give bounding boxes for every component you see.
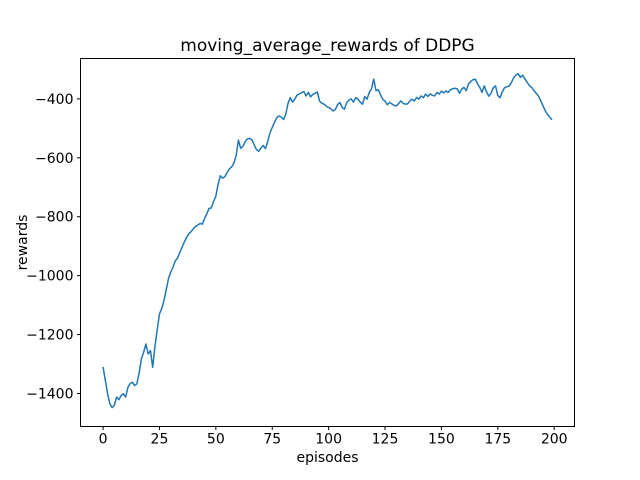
x-tick-label: 100 [315,432,342,448]
y-tick-label: −400 [35,92,73,108]
x-axis-label: episodes [296,450,358,466]
y-tick-label: −800 [35,210,73,226]
y-tick-label: −1400 [26,387,73,403]
y-tick-label: −1200 [26,328,73,344]
x-axis-ticks: 0 25 50 75 100 125 150 175 200 [99,426,568,448]
x-tick-label: 75 [263,432,281,448]
x-tick-label: 125 [372,432,399,448]
x-tick-label: 50 [207,432,225,448]
x-tick-label: 0 [99,432,108,448]
y-tick-label: −600 [35,151,73,167]
x-tick-label: 175 [484,432,511,448]
x-tick-label: 150 [428,432,455,448]
y-axis-label: rewards [15,215,31,271]
chart-title: moving_average_rewards of DDPG [180,36,474,56]
x-tick-label: 25 [151,432,169,448]
y-tick-label: −1000 [26,269,73,285]
x-tick-label: 200 [541,432,568,448]
y-axis-ticks: −400 −600 −800 −1000 −1200 −1400 [26,92,81,403]
plot-area [80,58,575,427]
reward-line [102,73,553,409]
